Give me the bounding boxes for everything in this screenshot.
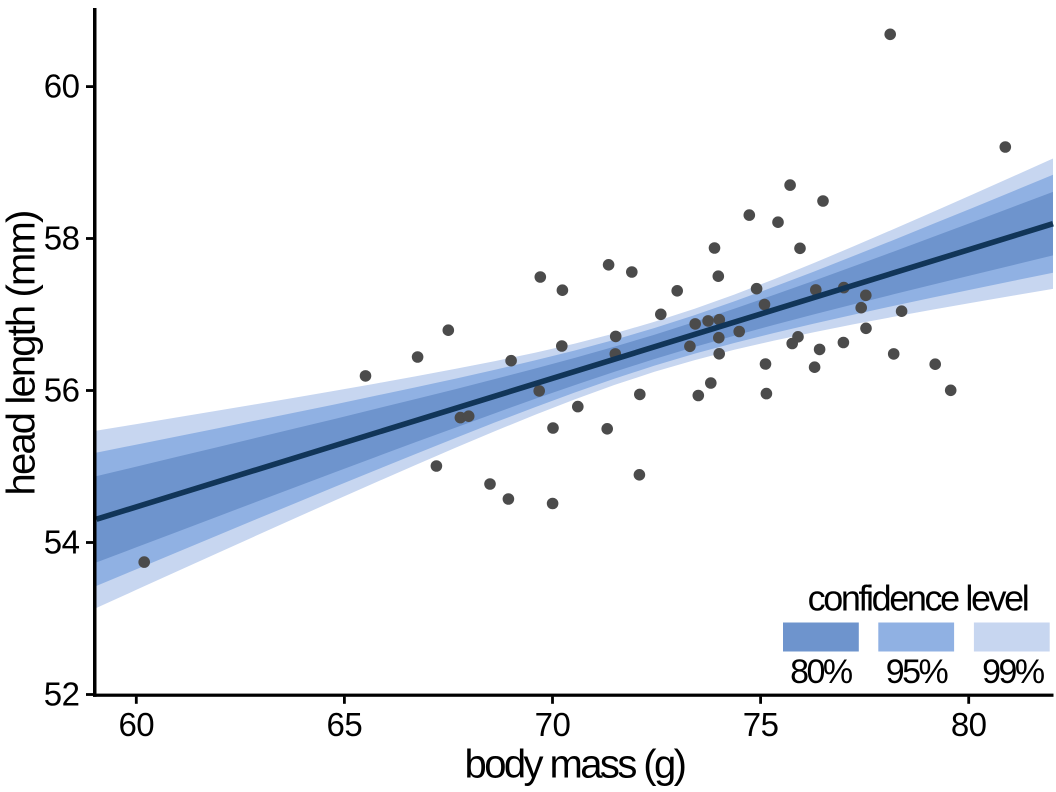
svg-text:65: 65: [327, 706, 363, 743]
svg-text:confidence level: confidence level: [808, 578, 1028, 619]
svg-text:58: 58: [44, 219, 80, 256]
svg-text:99%: 99%: [982, 653, 1045, 691]
svg-text:80: 80: [951, 706, 987, 743]
svg-text:54: 54: [44, 523, 80, 560]
svg-text:60: 60: [44, 67, 80, 104]
svg-text:60: 60: [118, 706, 154, 743]
svg-text:70: 70: [535, 706, 571, 743]
svg-text:head length (mm): head length (mm): [0, 212, 44, 496]
svg-text:95%: 95%: [886, 653, 949, 691]
svg-text:52: 52: [44, 675, 80, 712]
svg-text:56: 56: [44, 371, 80, 408]
svg-text:75: 75: [743, 706, 779, 743]
svg-text:body mass (g): body mass (g): [465, 742, 685, 786]
svg-text:80%: 80%: [790, 653, 853, 691]
